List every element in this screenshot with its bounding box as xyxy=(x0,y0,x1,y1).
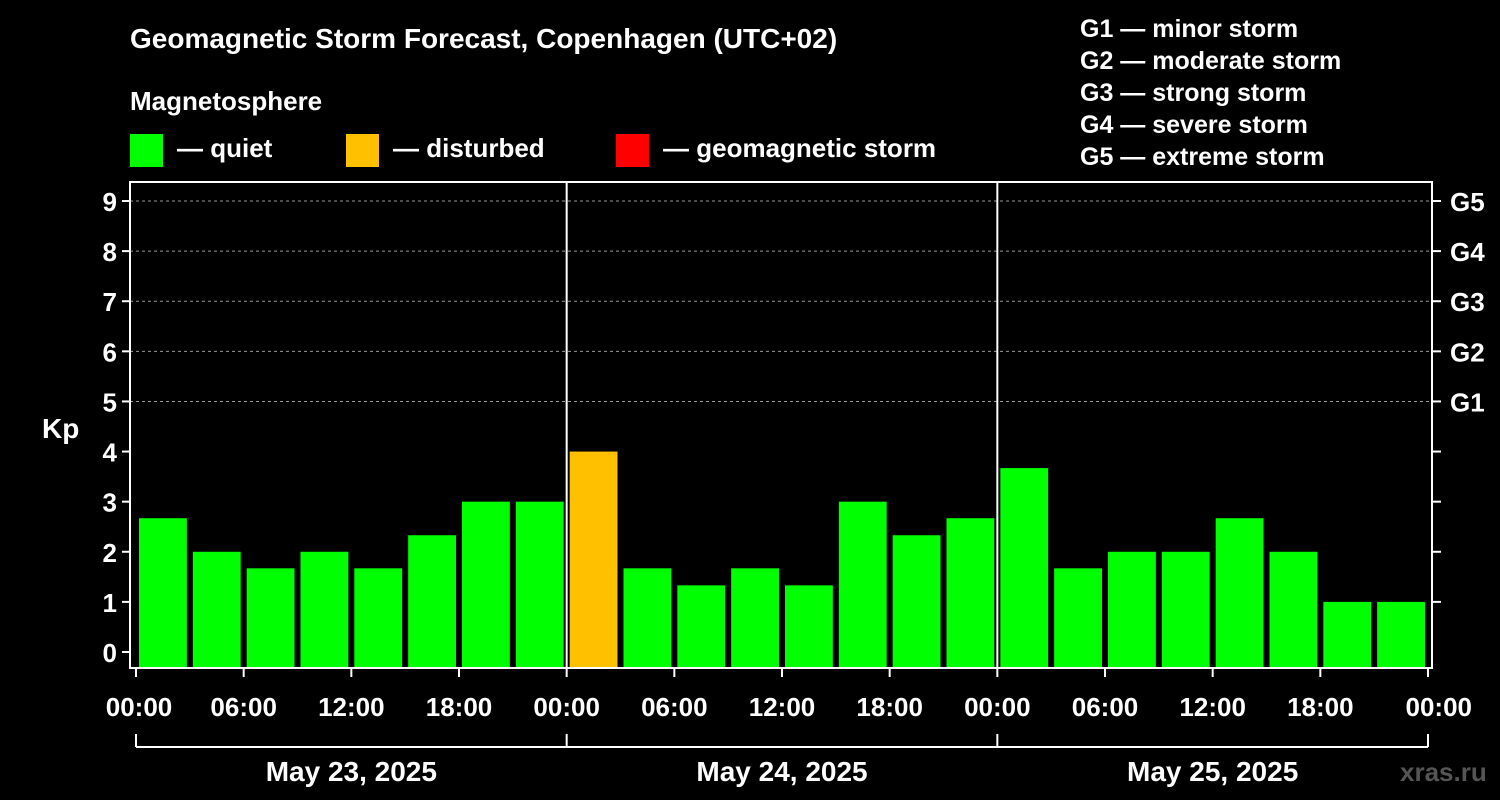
legend-swatch-storm xyxy=(616,134,649,167)
kp-bar xyxy=(731,568,779,668)
kp-bar xyxy=(1108,551,1156,668)
legend-label-quiet: — quiet xyxy=(177,133,273,163)
storm-scale-g5: G5 — extreme storm xyxy=(1080,143,1325,171)
storm-scale-g1: G1 — minor storm xyxy=(1080,15,1298,43)
x-tick-label: 12:00 xyxy=(318,692,385,722)
bars xyxy=(139,451,1425,668)
x-tick-label: 06:00 xyxy=(1072,692,1139,722)
legend-swatch-disturbed xyxy=(346,134,379,167)
legend-label-storm: — geomagnetic storm xyxy=(663,133,936,163)
y-tick-label: 0 xyxy=(103,638,117,668)
kp-bar xyxy=(569,451,618,668)
right-tick-label-g1: G1 xyxy=(1450,387,1485,417)
right-tick-label-g2: G2 xyxy=(1450,337,1485,367)
x-tick-label: 00:00 xyxy=(106,692,173,722)
kp-bar xyxy=(946,518,995,668)
y-tick-label: 8 xyxy=(103,237,117,267)
kp-bar xyxy=(515,501,564,668)
x-tick-label: 06:00 xyxy=(210,692,277,722)
y-tick-label: 6 xyxy=(103,337,117,367)
kp-bar xyxy=(1377,601,1425,668)
legend-label-disturbed: — disturbed xyxy=(393,133,545,163)
storm-scale-legend: G1 — minor storm G2 — moderate storm G3 … xyxy=(1080,15,1341,171)
x-tick-label: 00:00 xyxy=(964,692,1031,722)
x-tick-label: 18:00 xyxy=(426,692,493,722)
right-tick-label-g3: G3 xyxy=(1450,287,1485,317)
y-tick-label: 3 xyxy=(103,488,117,518)
x-tick-label: 18:00 xyxy=(1287,692,1354,722)
storm-scale-g2: G2 — moderate storm xyxy=(1080,47,1341,75)
storm-scale-g4: G4 — severe storm xyxy=(1080,111,1308,139)
y-tick-label: 9 xyxy=(103,187,117,217)
x-tick-label: 00:00 xyxy=(1406,692,1473,722)
kp-bar xyxy=(354,568,403,668)
kp-bar xyxy=(623,568,672,668)
kp-bar xyxy=(462,501,510,668)
kp-bar xyxy=(1161,551,1210,668)
kp-bar xyxy=(785,585,833,668)
right-tick-label-g5: G5 xyxy=(1450,187,1485,217)
kp-bar xyxy=(892,535,941,668)
x-tick-label: 12:00 xyxy=(1179,692,1246,722)
kp-bar xyxy=(139,518,187,668)
grid-lines xyxy=(130,200,1432,402)
y-tick-label: 1 xyxy=(103,588,117,618)
kp-bar xyxy=(677,585,726,668)
x-tick-label: 06:00 xyxy=(641,692,708,722)
kp-bar xyxy=(192,551,241,668)
axis-labels: 0 1 2 3 4 5 6 7 8 9 G1 G2 G3 G4 G5 00:00 06:00 12:00 18:00… xyxy=(103,187,1486,787)
x-tick-label: 12:00 xyxy=(749,692,816,722)
day-label: May 25, 2025 xyxy=(1127,756,1298,787)
kp-bar xyxy=(1215,518,1264,668)
color-legend: — quiet — disturbed — geomagnetic storm xyxy=(130,133,936,167)
day-label: May 24, 2025 xyxy=(696,756,867,787)
kp-bar xyxy=(300,551,349,668)
y-axis-label: Kp xyxy=(42,413,79,444)
x-tick-label: 00:00 xyxy=(533,692,600,722)
x-tick-label: 18:00 xyxy=(856,692,923,722)
kp-bar xyxy=(1054,568,1102,668)
kp-bar xyxy=(838,501,887,668)
kp-bar xyxy=(246,568,295,668)
kp-bar xyxy=(1323,601,1372,668)
kp-bar xyxy=(408,535,456,668)
y-tick-label: 5 xyxy=(103,387,117,417)
storm-scale-g3: G3 — strong storm xyxy=(1080,79,1306,107)
chart-title: Geomagnetic Storm Forecast, Copenhagen (… xyxy=(130,23,837,54)
watermark: xras.ru xyxy=(1400,757,1487,787)
legend-swatch-quiet xyxy=(130,134,163,167)
right-tick-label-g4: G4 xyxy=(1450,237,1485,267)
y-tick-label: 2 xyxy=(103,538,117,568)
magnetosphere-label: Magnetosphere xyxy=(130,86,322,116)
y-tick-label: 7 xyxy=(103,287,117,317)
kp-bar xyxy=(1000,468,1049,668)
day-label: May 23, 2025 xyxy=(266,756,437,787)
axes xyxy=(122,181,1441,748)
y-tick-label: 4 xyxy=(103,438,118,468)
kp-bar xyxy=(1269,551,1318,668)
